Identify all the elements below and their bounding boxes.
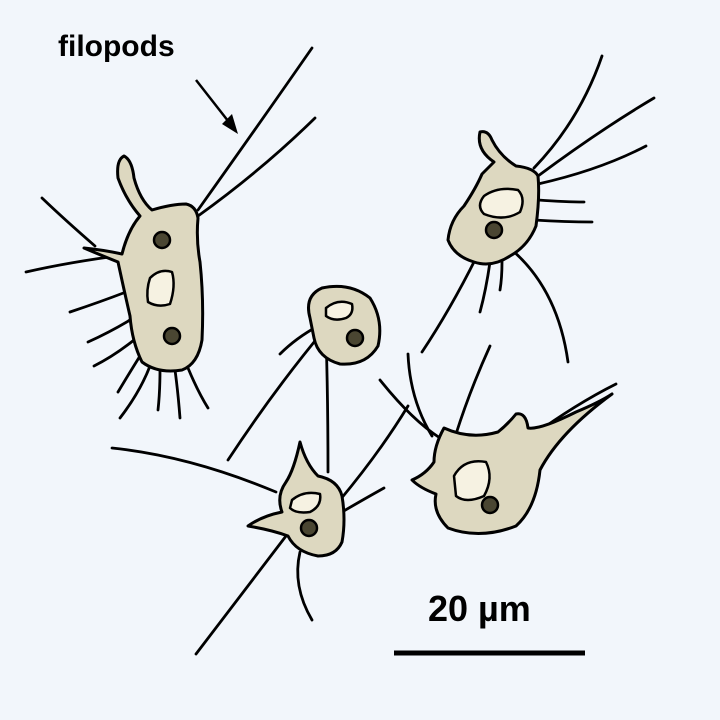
nucleus bbox=[480, 495, 500, 515]
filopods-cell-upper-left bbox=[24, 46, 317, 420]
cell-body bbox=[410, 392, 614, 536]
cell-lower-center bbox=[110, 404, 410, 656]
cell-body bbox=[307, 284, 382, 366]
filopods-cell-upper-right bbox=[420, 54, 656, 364]
cell-center bbox=[226, 284, 382, 474]
filopods-cell-lower-right bbox=[378, 344, 618, 440]
filopods-cell-lower-center bbox=[110, 404, 410, 656]
nucleus bbox=[345, 328, 365, 348]
filopods-label: filopods bbox=[58, 30, 175, 63]
cell-upper-left bbox=[24, 46, 317, 420]
vacuole bbox=[146, 269, 175, 307]
callout-arrow bbox=[195, 79, 238, 134]
vacuole bbox=[288, 491, 322, 514]
cell-body bbox=[82, 154, 205, 373]
nucleus bbox=[162, 326, 182, 346]
cell-lower-right bbox=[378, 344, 618, 536]
nucleus bbox=[152, 230, 172, 250]
vacuole bbox=[452, 460, 491, 502]
vacuole bbox=[324, 300, 354, 321]
filopods-cell-center bbox=[226, 324, 330, 474]
vacuole bbox=[478, 187, 524, 219]
nucleus bbox=[484, 220, 504, 240]
scale-bar-label: 20 µm bbox=[428, 588, 531, 629]
cell-upper-right bbox=[420, 54, 656, 364]
nucleus bbox=[299, 518, 319, 538]
